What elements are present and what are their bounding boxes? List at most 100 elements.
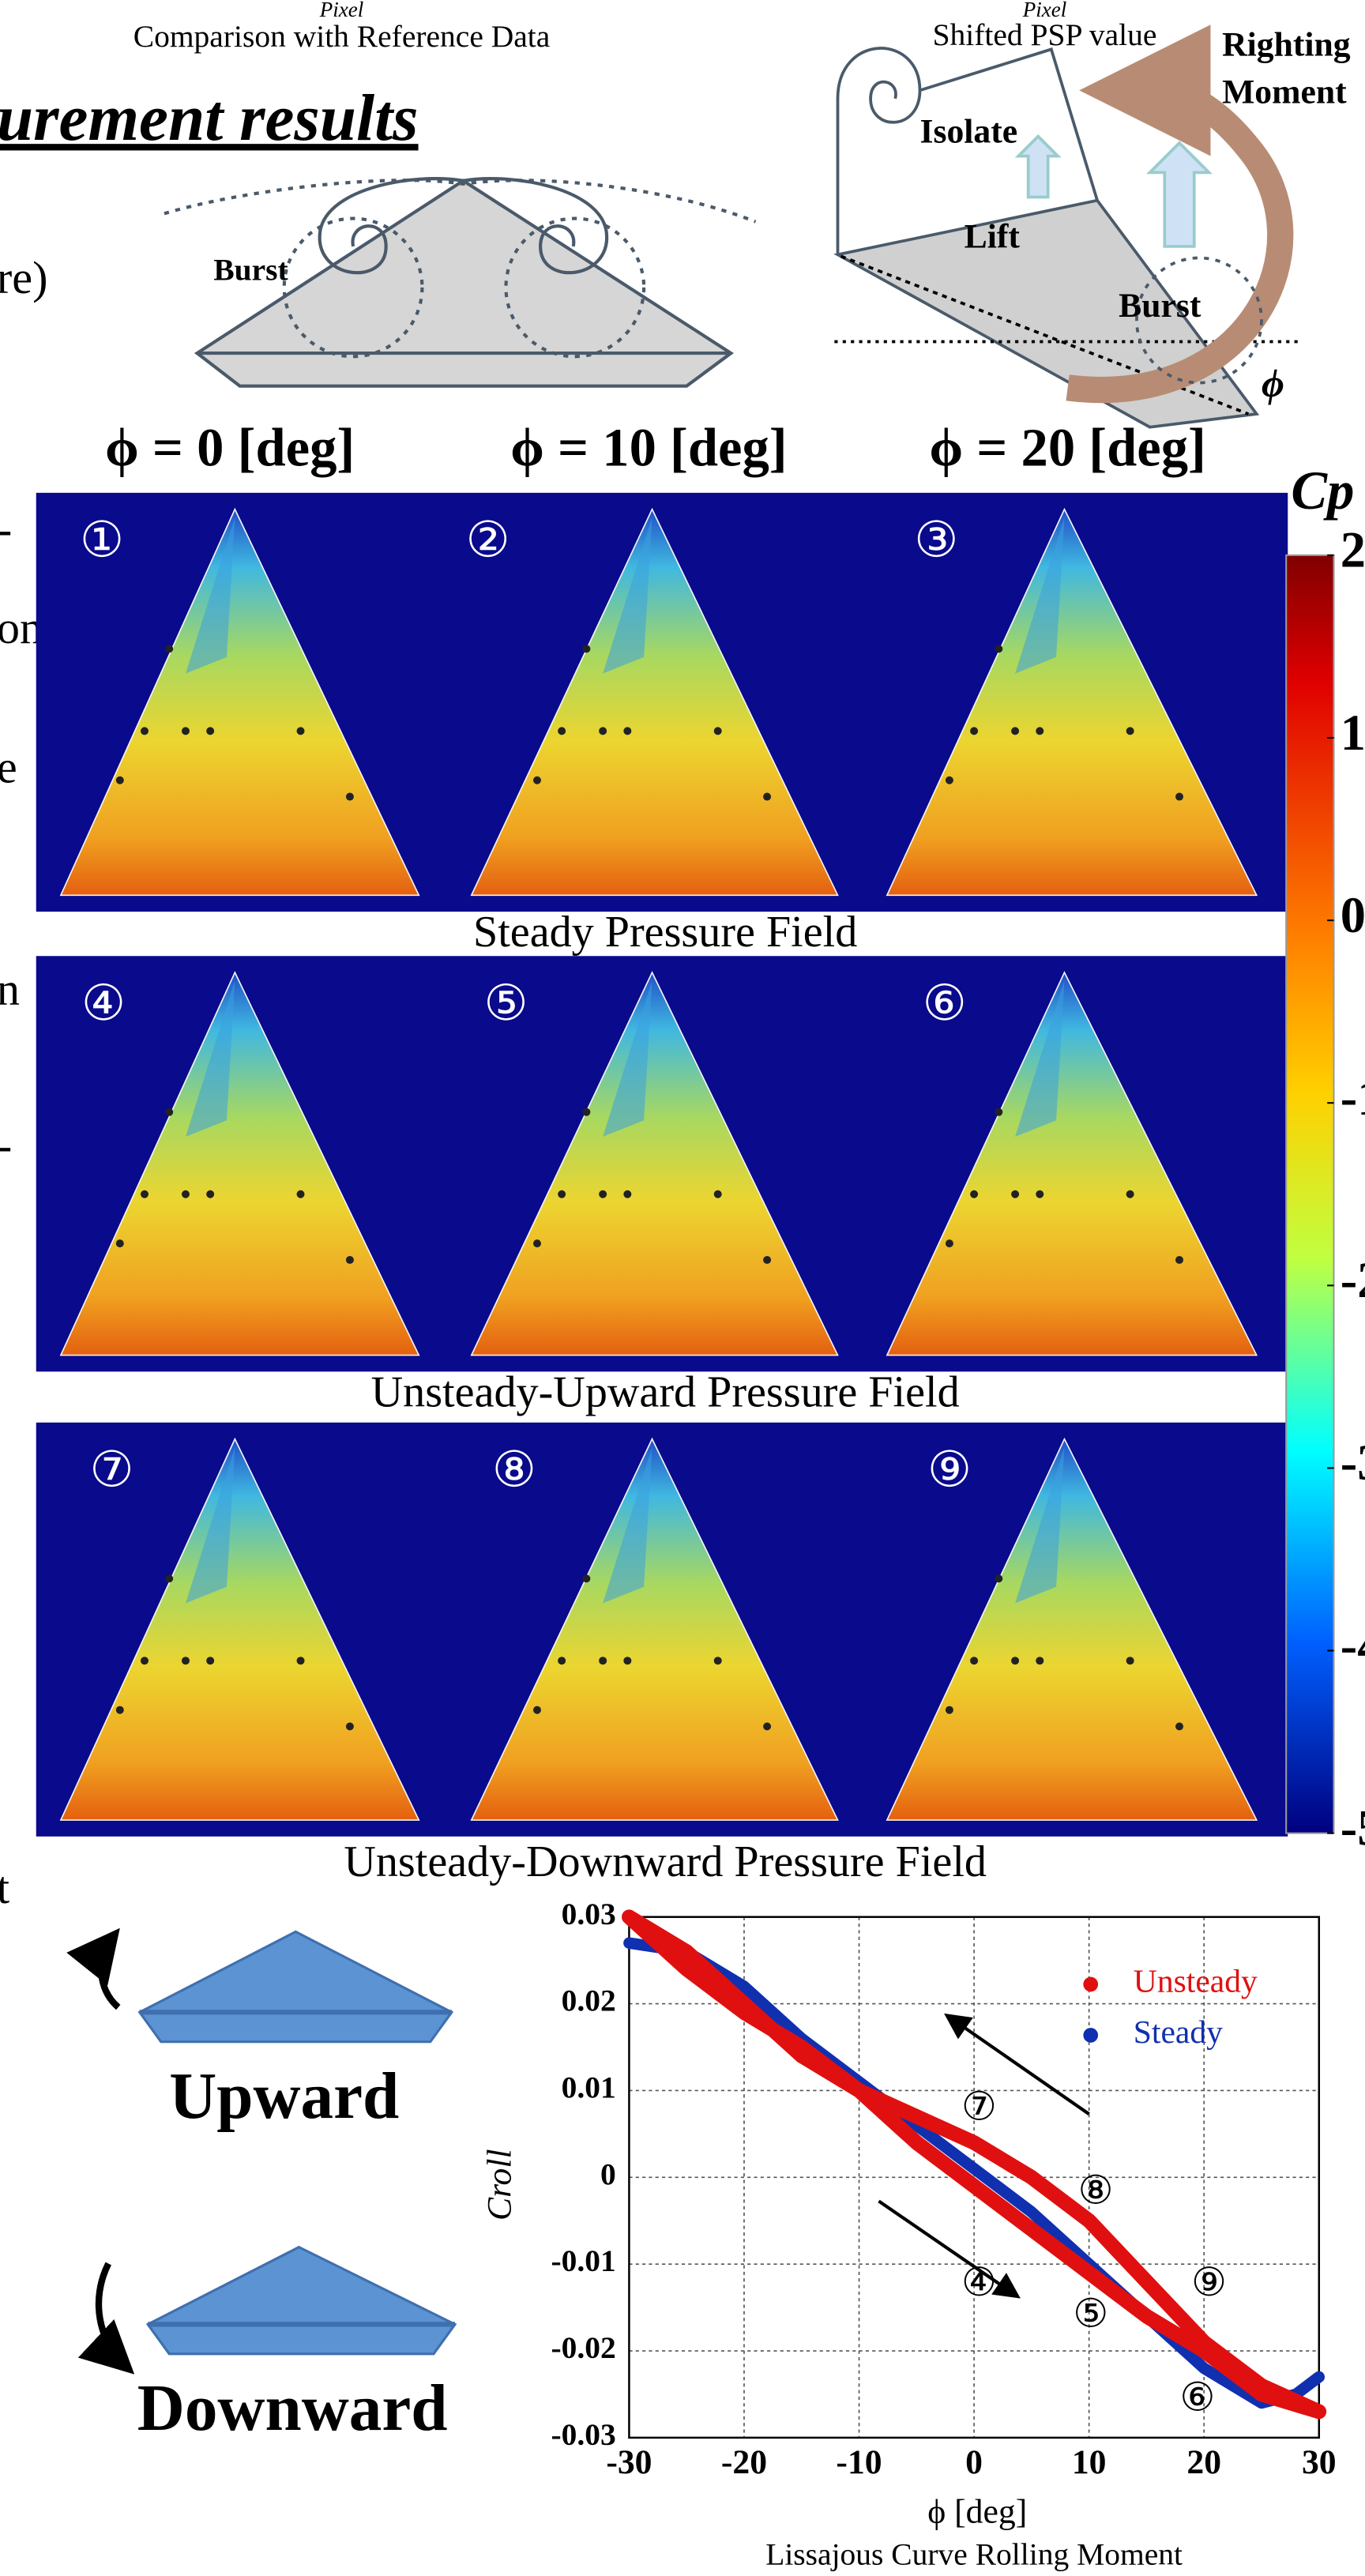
pressure-tap [995, 1574, 1003, 1583]
pressure-tap [165, 1107, 174, 1116]
annotation: ⑧ [1078, 2169, 1114, 2213]
pressure-tap [1036, 1657, 1044, 1665]
wing-pressure-map [59, 507, 420, 897]
angle-label: ϕ = 20 [deg] [929, 418, 1206, 478]
lissajous-chart: -30 -20 -10 0 10 20 30 0.03 0.02 0.01 0 -0.01 -0.02 -… [480, 1897, 1336, 2572]
colorbar-tick-label: 2 [1341, 522, 1365, 578]
diagram-label: ϕ [1262, 362, 1284, 405]
diagram-label: Burst [213, 252, 288, 287]
pressure-tap [1175, 792, 1184, 801]
pressure-tap [995, 1107, 1003, 1116]
colorbar-tick-label: 1 [1341, 705, 1365, 761]
panel-caption: Unsteady-Downward Pressure Field [344, 1837, 987, 1886]
wing-pressure-map [886, 1437, 1258, 1821]
pressure-tap [1126, 1190, 1134, 1198]
y-tick-label: -0.03 [551, 2417, 616, 2452]
x-tick-label: 20 [1186, 2443, 1221, 2481]
text-fragment: t [0, 1862, 9, 1913]
text-fragment: e [0, 742, 17, 793]
pressure-tap [115, 1705, 124, 1714]
y-tick-label: 0.02 [562, 1984, 616, 2018]
pixel-label: Pixel [319, 0, 364, 21]
pressure-tap [599, 1190, 607, 1198]
pressure-tap [1011, 727, 1020, 735]
annotation: ④ [961, 2261, 997, 2304]
pressure-tap [1175, 1255, 1184, 1264]
caption: Comparison with Reference Data [133, 19, 551, 54]
pressure-tap [140, 727, 149, 735]
panel-number: ④ [81, 976, 126, 1031]
pressure-tap [713, 1190, 722, 1198]
pressure-tap [582, 1574, 591, 1583]
pressure-tap [206, 1657, 215, 1665]
wing-pressure-map [470, 507, 839, 897]
x-tick-label: 30 [1302, 2443, 1337, 2481]
pressure-tap [345, 1722, 354, 1731]
vortex-region [603, 517, 652, 674]
pressure-tap [1126, 727, 1134, 735]
angle-label: ϕ = 0 [deg] [105, 418, 355, 478]
pressure-tap [1175, 1722, 1184, 1731]
pressure-tap [1011, 1657, 1020, 1665]
colorbar-tick-label: -4 [1341, 1617, 1365, 1673]
pressure-tap [945, 1239, 953, 1248]
wing-pressure-map [886, 971, 1258, 1356]
y-axis-label: Croll [480, 2149, 518, 2221]
pressure-tap [623, 1657, 632, 1665]
colorbar-tick-label: -3 [1341, 1435, 1365, 1491]
pressure-tap [970, 1190, 979, 1198]
section-title: urement results [0, 81, 419, 154]
pressure-tap [345, 1255, 354, 1264]
pressure-tap [599, 1657, 607, 1665]
panel-caption: Unsteady-Upward Pressure Field [371, 1367, 960, 1416]
y-tick-label: 0 [600, 2157, 616, 2191]
wing-pressure-map [470, 971, 839, 1356]
pressure-tap [558, 1190, 566, 1198]
motion-label: Downward [137, 2371, 448, 2444]
legend-label: Steady [1134, 2014, 1223, 2050]
plot-frame [628, 1916, 1321, 2439]
pressure-tap [995, 645, 1003, 653]
y-tick-label: 0.03 [562, 1897, 616, 1931]
motion-arrow [878, 2199, 1021, 2299]
pressure-tap [582, 645, 591, 653]
pressure-tap [582, 1107, 591, 1116]
panel-number: ⑤ [484, 976, 528, 1031]
pressure-tap [623, 1190, 632, 1198]
pressure-tap [296, 1657, 305, 1665]
pressure-tap [599, 727, 607, 735]
caption: Shifted PSP value [933, 17, 1157, 52]
wing-pressure-map [886, 507, 1258, 897]
diagram-label: Righting [1222, 25, 1351, 63]
pressure-tap [296, 1190, 305, 1198]
panel-number: ② [466, 513, 510, 568]
pressure-tap [532, 776, 541, 784]
y-tick-label: -0.02 [551, 2330, 616, 2365]
text-fragment: - [0, 1119, 12, 1171]
text-fragment: on [0, 602, 43, 653]
chart-title: Lissajous Curve Rolling Moment [765, 2537, 1183, 2572]
motion-arrow [944, 2013, 1090, 2115]
pressure-tap [181, 727, 190, 735]
x-tick-label: -30 [606, 2443, 652, 2481]
annotation: ⑦ [961, 2085, 997, 2129]
y-tick-label: 0.01 [562, 2070, 616, 2104]
panel-number: ⑨ [927, 1443, 972, 1498]
wing-pressure-map [59, 1437, 420, 1821]
motion-label: Upward [169, 2059, 399, 2132]
pressure-tap [1036, 727, 1044, 735]
panel-caption: Steady Pressure Field [473, 908, 857, 957]
wing-pressure-map [470, 1437, 839, 1821]
pressure-tap [296, 727, 305, 735]
wing-diagram [164, 177, 757, 388]
pressure-tap [970, 1657, 979, 1665]
text-fragment: n [0, 963, 20, 1014]
pressure-tap [945, 776, 953, 784]
pressure-tap [206, 1190, 215, 1198]
y-tick-label: -0.01 [551, 2243, 616, 2278]
roll-diagram [833, 24, 1298, 429]
vortex-region [185, 517, 235, 674]
pressure-tap [763, 792, 772, 801]
series-line [622, 1909, 1327, 2420]
